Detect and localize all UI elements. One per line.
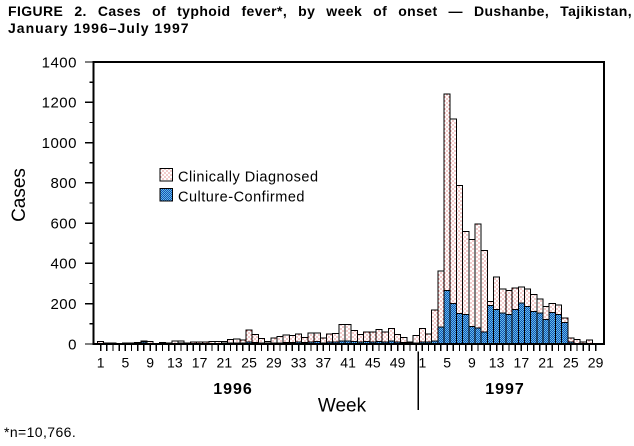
svg-text:49: 49	[390, 355, 406, 371]
svg-text:200: 200	[50, 296, 77, 313]
svg-text:33: 33	[291, 355, 307, 371]
svg-text:600: 600	[50, 215, 77, 232]
svg-text:41: 41	[340, 355, 356, 371]
svg-text:1: 1	[418, 355, 426, 371]
svg-text:Clinically Diagnosed: Clinically Diagnosed	[178, 170, 319, 186]
svg-text:Culture-Confirmed: Culture-Confirmed	[178, 190, 305, 206]
svg-text:1400: 1400	[42, 54, 77, 71]
svg-text:1996: 1996	[213, 381, 253, 398]
svg-text:Cases: Cases	[9, 168, 30, 222]
svg-text:37: 37	[316, 355, 332, 371]
svg-text:21: 21	[538, 355, 554, 371]
svg-text:45: 45	[365, 355, 381, 371]
svg-text:Week: Week	[318, 396, 367, 417]
svg-text:400: 400	[50, 256, 77, 273]
svg-text:9: 9	[146, 355, 154, 371]
svg-text:1200: 1200	[42, 95, 77, 112]
svg-text:25: 25	[241, 355, 257, 371]
svg-text:29: 29	[588, 355, 604, 371]
svg-text:25: 25	[563, 355, 579, 371]
svg-text:21: 21	[217, 355, 233, 371]
svg-text:5: 5	[443, 355, 451, 371]
svg-text:1000: 1000	[42, 135, 77, 152]
svg-text:5: 5	[121, 355, 129, 371]
svg-text:1997: 1997	[485, 381, 525, 398]
svg-text:13: 13	[167, 355, 183, 371]
svg-text:800: 800	[50, 175, 77, 192]
svg-text:17: 17	[514, 355, 530, 371]
svg-text:9: 9	[468, 355, 476, 371]
svg-text:13: 13	[489, 355, 505, 371]
svg-text:0: 0	[68, 336, 77, 353]
svg-text:17: 17	[192, 355, 208, 371]
svg-text:29: 29	[266, 355, 282, 371]
svg-text:1: 1	[97, 355, 105, 371]
